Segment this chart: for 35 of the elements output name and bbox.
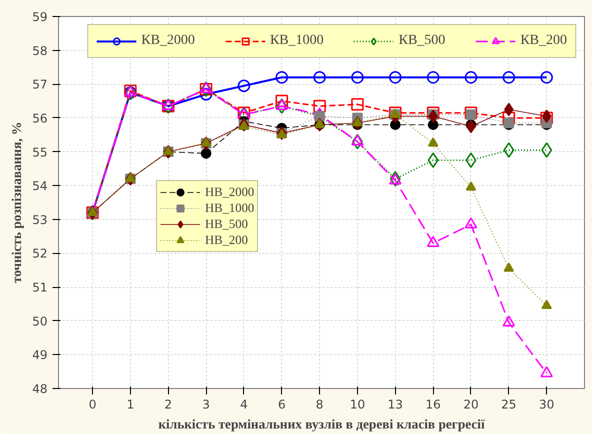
y-tick-label: 49 xyxy=(32,348,48,362)
x-tick-label: 0 xyxy=(88,398,96,412)
y-tick-label: 51 xyxy=(32,280,48,295)
legend-label: НВ_200 xyxy=(205,232,248,248)
y-tick-label: 55 xyxy=(32,145,48,160)
x-tick-label: 30 xyxy=(539,398,554,412)
x-tick-label: 1 xyxy=(126,398,134,412)
y-tick-label: 56 xyxy=(32,111,48,126)
legend-label: НВ_500 xyxy=(205,216,248,232)
x-tick-label: 6 xyxy=(278,398,286,412)
y-tick-label: 48 xyxy=(32,382,48,396)
x-tick-label: 25 xyxy=(501,398,516,412)
y-tick-label: 54 xyxy=(32,179,48,194)
y-tick-label: 50 xyxy=(32,314,48,328)
legend-label: КВ_2000 xyxy=(141,33,195,49)
y-tick-label: 57 xyxy=(32,78,48,92)
x-tick-label: 13 xyxy=(388,398,403,412)
y-tick-label: 59 xyxy=(32,10,48,24)
x-tick-label: 16 xyxy=(426,398,441,412)
y-tick-label: 53 xyxy=(32,212,48,227)
y-axis-title: точність розпізнавання, % xyxy=(9,122,24,284)
x-tick-label: 3 xyxy=(202,398,210,412)
y-tick-label: 52 xyxy=(32,246,48,261)
x-tick-label: 2 xyxy=(164,398,172,412)
legend-label: КВ_1000 xyxy=(270,33,324,49)
x-axis-title: кількість термінальних вузлів в дереві класів регресії xyxy=(158,416,485,432)
x-tick-label: 4 xyxy=(240,398,248,412)
legend-label: НВ_2000 xyxy=(205,184,254,200)
y-tick-label: 58 xyxy=(32,44,48,58)
legend-label: НВ_1000 xyxy=(205,200,254,216)
legend-label: КВ_500 xyxy=(398,33,446,49)
x-tick-label: 20 xyxy=(463,398,479,412)
x-tick-label: 8 xyxy=(316,398,324,412)
x-tick-label: 10 xyxy=(350,398,366,412)
legend-label: КВ_200 xyxy=(520,33,567,49)
